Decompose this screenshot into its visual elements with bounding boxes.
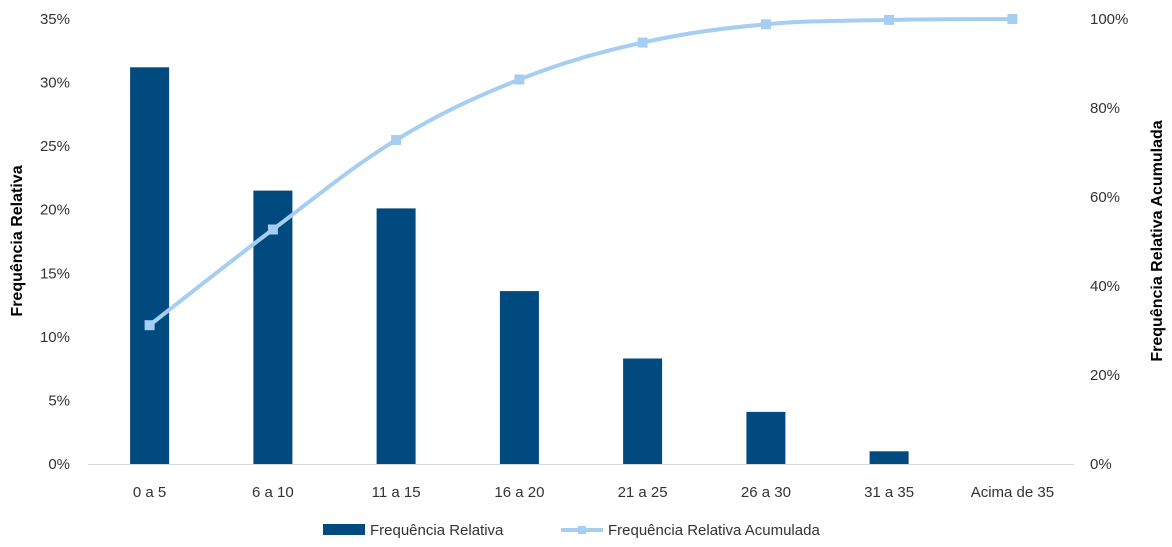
- y-tick-label: 30%: [40, 75, 70, 92]
- y-tick-label: 5%: [48, 392, 70, 409]
- y-axis-title: Frequência Relativa: [9, 165, 26, 316]
- x-tick-label: 6 a 10: [252, 484, 294, 501]
- x-tick-label: 0 a 5: [133, 484, 166, 501]
- legend-bar-label: Frequência Relativa: [370, 522, 504, 539]
- bars-series: [130, 67, 909, 465]
- x-tick-label: 26 a 30: [741, 484, 791, 501]
- right-axis-ticks: 0% 20% 40% 60% 80% 100%: [1090, 11, 1128, 473]
- line-point: [267, 224, 278, 235]
- legend-bar-swatch: [323, 524, 365, 535]
- line-point: [391, 135, 402, 145]
- x-axis-ticks: 0 a 5 6 a 10 11 a 15 16 a 20 21 a 25 26 a 30 3…: [133, 484, 1054, 501]
- y-tick-label: 20%: [40, 202, 70, 219]
- y2-tick-label: 100%: [1090, 11, 1128, 28]
- legend: Frequência Relativa Frequência Relativa …: [323, 522, 820, 539]
- line-point: [514, 74, 525, 85]
- cumulative-line-series: [144, 14, 1018, 331]
- bar: [499, 291, 539, 464]
- x-tick-label: 16 a 20: [494, 484, 544, 501]
- y-tick-label: 35%: [40, 11, 70, 28]
- y2-tick-label: 80%: [1090, 100, 1120, 117]
- bar: [623, 358, 663, 464]
- legend-line-marker: [578, 526, 586, 534]
- y2-axis-title: Frequência Relativa Acumulada: [1149, 120, 1166, 361]
- y2-tick-label: 0%: [1090, 456, 1112, 473]
- y-tick-label: 10%: [40, 329, 70, 346]
- x-tick-label: 21 a 25: [618, 484, 668, 501]
- line-point: [1007, 14, 1018, 24]
- y-tick-label: 25%: [40, 138, 70, 155]
- x-tick-label: Acima de 35: [971, 484, 1054, 501]
- y2-tick-label: 60%: [1090, 189, 1120, 206]
- bar: [376, 208, 416, 464]
- cumulative-line: [147, 17, 1015, 328]
- y2-tick-label: 40%: [1090, 278, 1120, 295]
- left-axis-ticks: 0% 5% 10% 15% 20% 25% 30% 35%: [40, 11, 70, 473]
- bar: [253, 190, 293, 464]
- y-tick-label: 15%: [40, 265, 70, 282]
- line-point: [884, 14, 895, 25]
- y-tick-label: 0%: [48, 456, 70, 473]
- bar: [869, 451, 909, 464]
- line-point: [760, 19, 771, 30]
- bar: [130, 67, 170, 465]
- line-point: [637, 37, 648, 48]
- x-tick-label: 31 a 35: [864, 484, 914, 501]
- x-tick-label: 11 a 15: [372, 484, 421, 501]
- bar: [746, 411, 786, 464]
- line-point: [144, 320, 155, 331]
- y2-tick-label: 20%: [1090, 367, 1120, 384]
- legend-line-label: Frequência Relativa Acumulada: [608, 522, 820, 539]
